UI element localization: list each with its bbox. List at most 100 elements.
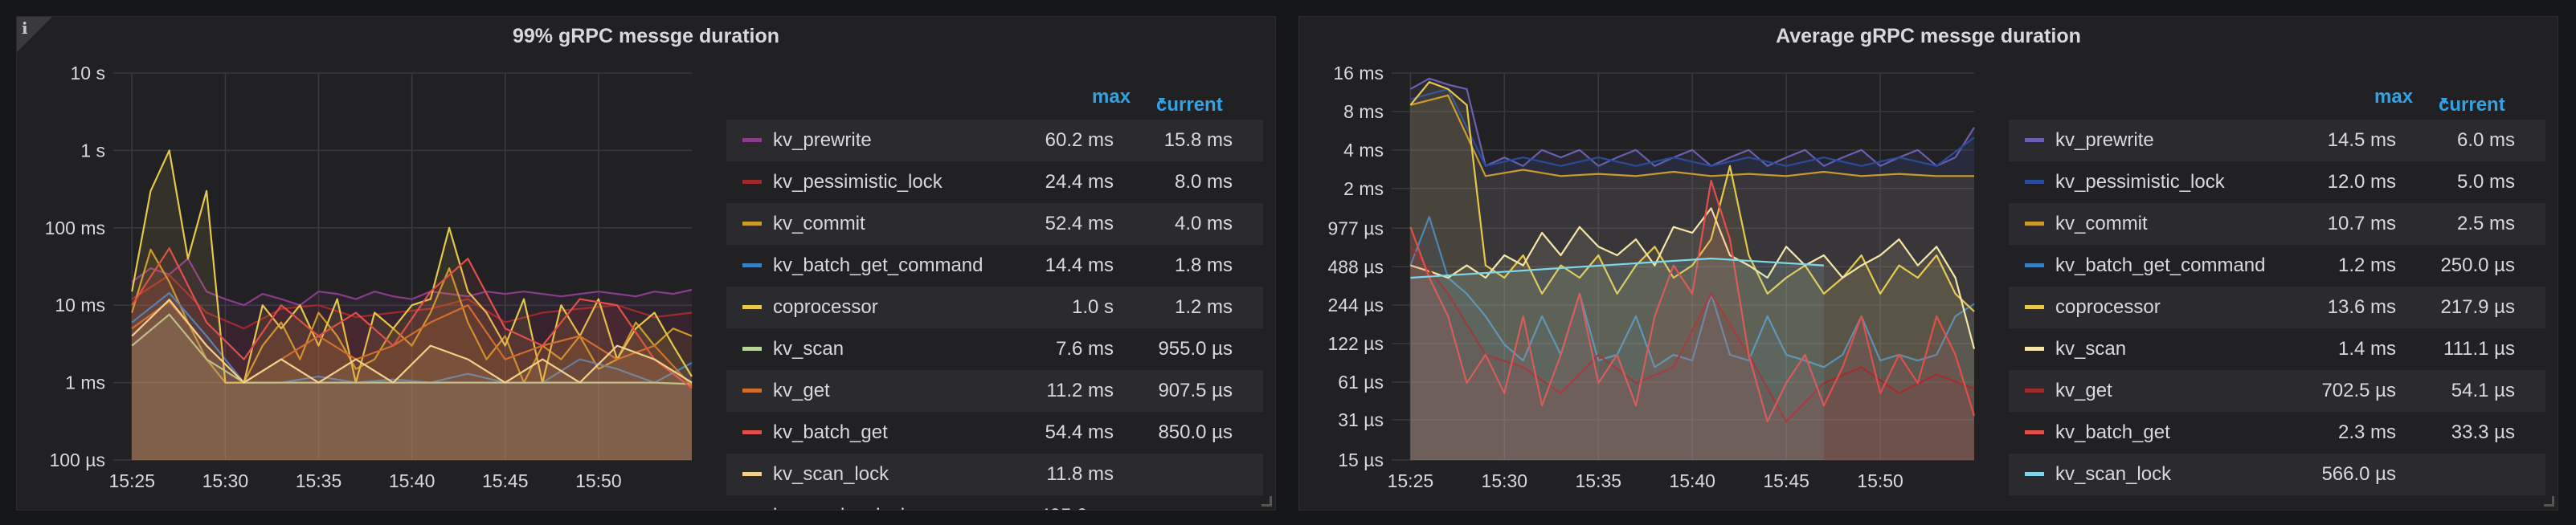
series-line-kv_batch_get[interactable] xyxy=(1409,180,1976,423)
legend-item-kv_pessimistic_lock[interactable]: kv_pessimistic_lock 12.0 ms 5.0 ms xyxy=(2009,161,2545,203)
series-line-kv_batch_get[interactable] xyxy=(131,247,693,389)
legend-swatch[interactable] xyxy=(742,180,762,184)
y-tick-label: 244 µs xyxy=(1327,295,1384,315)
legend-max-value: 52.4 ms xyxy=(1045,213,1114,234)
legend-series-name[interactable]: kv_batch_get xyxy=(773,421,888,443)
legend-header-max[interactable]: max xyxy=(2374,86,2414,108)
panel-title[interactable]: 99% gRPC messge duration xyxy=(512,25,780,47)
legend-swatch[interactable] xyxy=(2025,430,2044,434)
legend-swatch[interactable] xyxy=(2025,180,2044,184)
legend-series-name[interactable]: kv_batch_get xyxy=(2055,421,2170,443)
legend-series-name[interactable]: kv_batch_get_command xyxy=(2055,254,2266,276)
legend-series-name[interactable]: kv_scan xyxy=(773,338,844,360)
legend-item-kv_prewrite[interactable]: kv_prewrite 14.5 ms 6.0 ms xyxy=(2009,120,2545,161)
legend-item-kv_pessimistic_lock[interactable]: kv_pessimistic_lock 24.4 ms 8.0 ms xyxy=(726,161,1263,203)
legend-swatch[interactable] xyxy=(2025,305,2044,309)
legend-max-value: 14.5 ms xyxy=(2327,129,2396,151)
legend-series-name[interactable]: coprocessor xyxy=(773,296,878,318)
series-line-kv_get[interactable] xyxy=(1409,246,1975,423)
legend-series-name[interactable]: kv_commit xyxy=(773,213,865,234)
series-line-kv_pessimistic_lock[interactable] xyxy=(1410,88,1975,167)
legend-swatch[interactable] xyxy=(742,222,762,226)
legend-series-name[interactable]: kv_pessimistic_lock xyxy=(773,171,942,193)
info-icon[interactable]: i xyxy=(22,18,28,38)
chart-plot-area: 16 ms 8 ms 4 ms 2 ms 977 µs 488 µs 244 µs 122 µ… xyxy=(1327,63,1976,491)
series-line-kv_batch_get_command[interactable] xyxy=(1409,216,1975,368)
legend-item-kv_batch_get[interactable]: kv_batch_get 2.3 ms 33.3 µs xyxy=(2009,412,2545,454)
legend-item-kv_commit[interactable]: kv_commit 10.7 ms 2.5 ms xyxy=(2009,203,2545,245)
legend-swatch[interactable] xyxy=(2025,347,2044,351)
series-line-kv_pessimistic_lock[interactable] xyxy=(131,274,693,330)
legend-item-kv_batch_get[interactable]: kv_batch_get 54.4 ms 850.0 µs xyxy=(726,412,1263,454)
legend-item-kv_commit[interactable]: kv_commit 52.4 ms 4.0 ms xyxy=(726,203,1263,245)
series-line-kv_commit[interactable] xyxy=(1410,94,1974,177)
series-line-coprocessor[interactable] xyxy=(131,149,693,384)
legend-swatch[interactable] xyxy=(2025,222,2044,226)
y-tick-label: 1 ms xyxy=(65,372,105,393)
legend-header-max[interactable]: max xyxy=(1092,86,1131,108)
legend-current-value: 4.0 ms xyxy=(1174,213,1233,234)
legend-series-name[interactable]: kv_commit xyxy=(2055,213,2148,234)
legend-header: max current ▼ xyxy=(1092,86,1223,116)
series-line-kv_scan_lock[interactable] xyxy=(1410,257,1824,279)
legend-series-name[interactable]: kv_scan_lock xyxy=(773,463,889,485)
legend-header: max current ▼ xyxy=(2374,86,2505,116)
x-tick-label: 15:40 xyxy=(1669,470,1715,491)
legend-item-kv_get[interactable]: kv_get 11.2 ms 907.5 µs xyxy=(726,370,1263,412)
legend-swatch[interactable] xyxy=(2025,138,2044,142)
legend-swatch[interactable] xyxy=(2025,472,2044,476)
legend-item-kv_batch_get_command[interactable]: kv_batch_get_command 14.4 ms 1.8 ms xyxy=(726,245,1263,287)
legend-swatch[interactable] xyxy=(742,389,762,393)
y-tick-label: 977 µs xyxy=(1327,218,1384,238)
series-line-kv_prewrite[interactable] xyxy=(131,258,693,307)
legend-current-value: 2.5 ms xyxy=(2456,213,2515,234)
series-line-kv_scan_lock[interactable] xyxy=(131,299,693,384)
legend-item-coprocessor[interactable]: coprocessor 1.0 s 1.2 ms xyxy=(726,287,1263,328)
legend-series-name[interactable]: kv_prewrite xyxy=(2055,129,2154,151)
legend-item-kv_batch_get_command[interactable]: kv_batch_get_command 1.2 ms 250.0 µs xyxy=(2009,245,2545,287)
series-line-kv_scan[interactable] xyxy=(1410,207,1976,349)
legend-series-name[interactable]: coprocessor xyxy=(2055,296,2161,318)
legend-series-name[interactable]: kv_get xyxy=(773,380,830,401)
x-tick-label: 15:40 xyxy=(389,470,435,491)
series-line-kv_prewrite[interactable] xyxy=(1409,77,1975,167)
panel-resize-handle[interactable] xyxy=(2544,496,2554,507)
legend-item-kv_scan[interactable]: kv_scan 7.6 ms 955.0 µs xyxy=(726,328,1263,370)
legend-swatch[interactable] xyxy=(742,138,762,142)
legend-item-coprocessor[interactable]: coprocessor 13.6 ms 217.9 µs xyxy=(2009,287,2545,328)
legend-series-name[interactable]: kv_scan_lock xyxy=(2055,463,2172,485)
y-tick-label: 488 µs xyxy=(1327,256,1384,277)
legend-swatch[interactable] xyxy=(742,347,762,351)
legend-swatch[interactable] xyxy=(742,472,762,476)
panel-info-corner[interactable] xyxy=(17,17,52,52)
legend-max-value: 495.0 µs xyxy=(993,505,1114,510)
panel-resize-handle[interactable] xyxy=(1261,496,1272,507)
legend-max-value: 11.2 ms xyxy=(1046,380,1114,401)
legend-swatch[interactable] xyxy=(742,430,762,434)
legend-max-value: 566.0 µs xyxy=(2321,463,2396,485)
y-tick-label: 61 µs xyxy=(1338,372,1384,393)
legend-item-kv_scan[interactable]: kv_scan 1.4 ms 111.1 µs xyxy=(2009,328,2545,370)
legend-item-kv_get[interactable]: kv_get 702.5 µs 54.1 µs xyxy=(2009,370,2545,412)
panel-title[interactable]: Average gRPC messge duration xyxy=(1776,25,2081,47)
legend-series-name[interactable]: kv_resolve_lock xyxy=(773,505,910,510)
legend-swatch[interactable] xyxy=(742,305,762,309)
legend-series-name[interactable]: kv_batch_get_command xyxy=(773,254,983,276)
legend-swatch[interactable] xyxy=(742,263,762,267)
legend-item-kv_prewrite[interactable]: kv_prewrite 60.2 ms 15.8 ms xyxy=(726,120,1263,161)
legend-item-kv_resolve_lock[interactable]: kv_resolve_lock 495.0 µs xyxy=(726,495,1263,510)
series-line-coprocessor[interactable] xyxy=(1409,81,1975,312)
legend-current-value: 217.9 µs xyxy=(2440,296,2515,318)
series-line-kv_scan[interactable] xyxy=(131,313,693,385)
legend-item-kv_scan_lock[interactable]: kv_scan_lock 11.8 ms xyxy=(726,454,1263,495)
legend-series-name[interactable]: kv_prewrite xyxy=(773,129,872,151)
legend-swatch[interactable] xyxy=(2025,263,2044,267)
legend-series-name[interactable]: kv_pessimistic_lock xyxy=(2055,171,2225,193)
y-tick-label: 100 µs xyxy=(49,450,105,470)
legend-max-value: 10.7 ms xyxy=(2327,213,2396,234)
legend-series-name[interactable]: kv_get xyxy=(2055,380,2112,401)
legend-swatch[interactable] xyxy=(2025,389,2044,393)
legend-current-value: 1.8 ms xyxy=(1174,254,1233,276)
legend-item-kv_scan_lock[interactable]: kv_scan_lock 566.0 µs xyxy=(2009,454,2545,495)
legend-series-name[interactable]: kv_scan xyxy=(2055,338,2127,360)
